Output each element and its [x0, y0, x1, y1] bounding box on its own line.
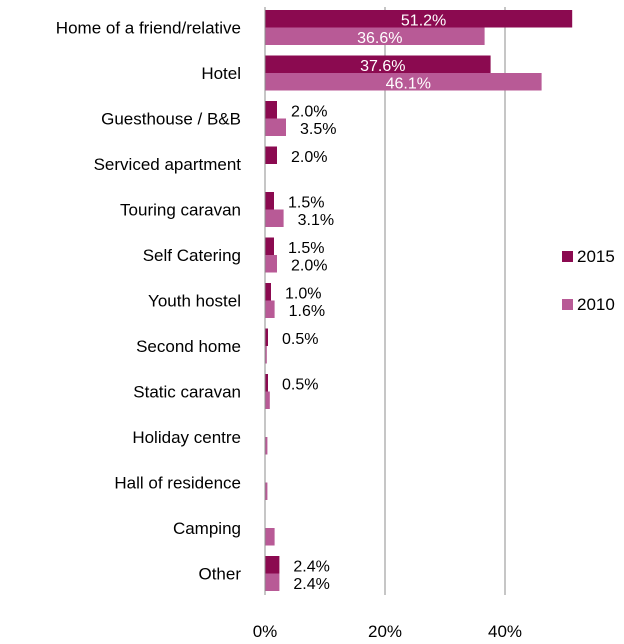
bar-2015	[265, 328, 268, 346]
legend-label-2010: 2010	[577, 295, 615, 314]
category-label: Other	[198, 565, 241, 584]
category-label: Second home	[136, 337, 241, 356]
bars	[265, 10, 573, 591]
bar-2010	[265, 391, 270, 409]
bar-2010	[265, 528, 275, 546]
x-tick-label: 40%	[488, 622, 522, 641]
value-label-2015: 1.5%	[288, 240, 324, 257]
bar-2010	[265, 118, 286, 136]
category-label: Self Catering	[143, 246, 241, 265]
bar-2010	[265, 437, 268, 455]
value-label-2015: 2.4%	[293, 559, 329, 576]
category-label: Camping	[173, 519, 241, 538]
value-label-2010: 36.6%	[357, 30, 402, 47]
value-label-2015: 2.0%	[291, 149, 327, 166]
bar-2010	[265, 73, 542, 91]
bar-2015	[265, 146, 277, 164]
bar-2015	[265, 101, 277, 119]
category-label: Static caravan	[133, 383, 241, 402]
value-label-2015: 51.2%	[401, 13, 446, 30]
value-label-2010: 2.4%	[293, 576, 329, 593]
category-label: Hall of residence	[114, 474, 241, 493]
category-label: Serviced apartment	[94, 155, 242, 174]
bar-2015	[265, 10, 573, 28]
bar-2010	[265, 573, 280, 591]
x-tick-label: 20%	[368, 622, 402, 641]
value-label-2010: 3.5%	[300, 121, 336, 138]
value-label-2015: 1.0%	[285, 286, 321, 303]
bar-2010	[265, 209, 284, 227]
bar-2015	[265, 192, 274, 210]
category-label: Holiday centre	[132, 428, 241, 447]
category-label: Hotel	[201, 64, 241, 83]
value-label-2010: 3.1%	[298, 212, 334, 229]
value-label-2015: 1.5%	[288, 195, 324, 212]
bar-2015	[265, 283, 271, 301]
bar-2010	[265, 482, 268, 500]
value-label-2010: 46.1%	[386, 76, 431, 93]
value-label-2010: 1.6%	[289, 303, 325, 320]
bar-2015	[265, 237, 274, 255]
value-label-2015: 0.5%	[282, 331, 318, 348]
bar-2015	[265, 374, 268, 392]
category-label: Guesthouse / B&B	[101, 110, 241, 129]
bar-2010	[265, 300, 275, 318]
bar-2015	[265, 55, 491, 73]
category-label: Touring caravan	[120, 201, 241, 220]
legend-label-2015: 2015	[577, 247, 615, 266]
category-label: Youth hostel	[148, 292, 241, 311]
legend-swatch-2010	[562, 299, 573, 310]
value-label-2010: 2.0%	[291, 258, 327, 275]
value-label-2015: 37.6%	[360, 58, 405, 75]
bar-2015	[265, 556, 280, 574]
value-label-2015: 0.5%	[282, 377, 318, 394]
category-labels: Home of a friend/relative Hotel Guesthouse…	[56, 19, 242, 584]
x-tick-label: 0%	[253, 622, 278, 641]
legend: 2015 2010	[562, 247, 615, 314]
legend-swatch-2015	[562, 251, 573, 262]
category-label: Home of a friend/relative	[56, 19, 241, 38]
bar-2010	[265, 346, 267, 364]
value-label-2015: 2.0%	[291, 104, 327, 121]
x-axis-tick-labels: 0% 20% 40%	[253, 622, 522, 641]
value-labels: 51.2%36.6%37.6%46.1%2.0%3.5%2.0%1.5%3.1%…	[282, 13, 446, 594]
bar-2010	[265, 27, 485, 45]
bar-2010	[265, 255, 277, 273]
gridlines	[384, 7, 506, 595]
